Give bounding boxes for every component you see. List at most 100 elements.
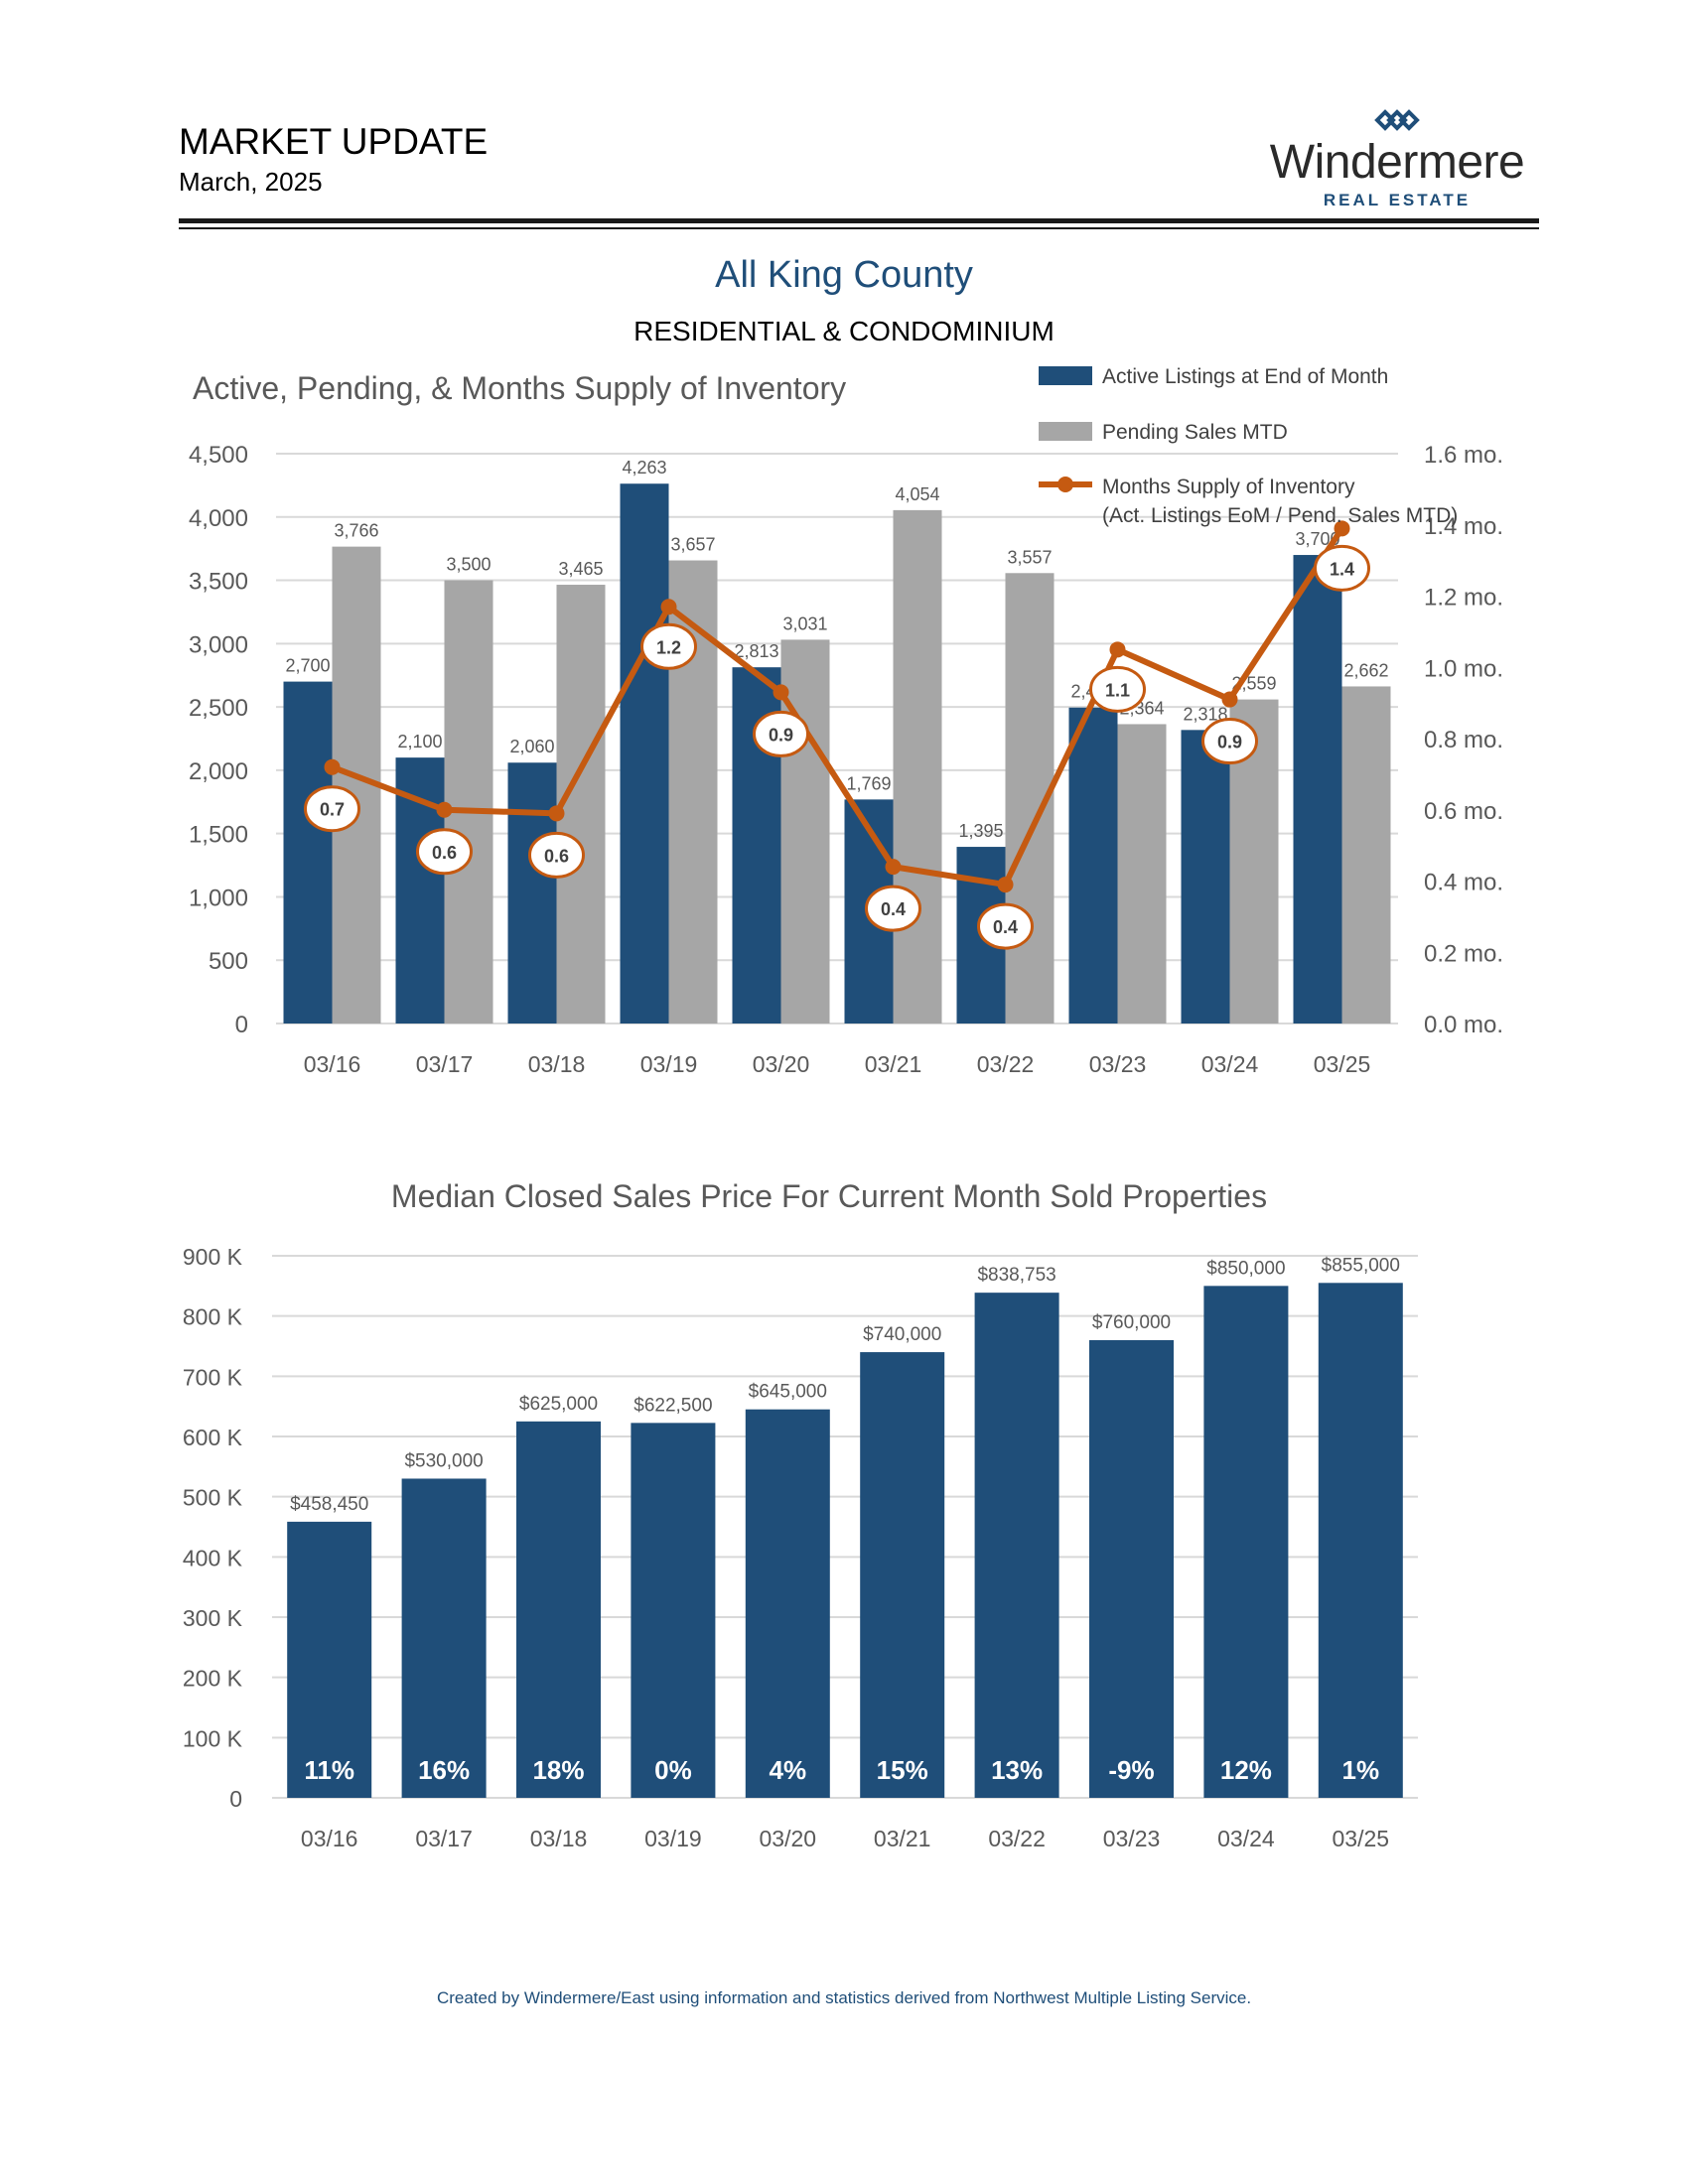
bar-active-listings (283, 681, 333, 1024)
x-tick-label: 03/16 (304, 1051, 361, 1077)
y-tick-label: 400 K (183, 1545, 243, 1570)
active-value-label: 2,813 (734, 641, 778, 661)
y-tick-label: 600 K (183, 1425, 243, 1450)
y2-tick-label: 1.0 mo. (1424, 655, 1503, 682)
y2-tick-label: 0.2 mo. (1424, 940, 1503, 967)
pending-value-label: 3,465 (558, 559, 603, 579)
y-tick-label: 3,000 (189, 631, 248, 658)
header-rule-thick (179, 218, 1539, 223)
legend-label-supply: Months Supply of Inventory (1102, 476, 1355, 498)
price-value-label: $838,753 (977, 1265, 1055, 1286)
x-tick-label: 03/17 (416, 1051, 474, 1077)
bar-median-price (631, 1423, 716, 1798)
y-tick-label: 500 (209, 948, 248, 975)
supply-value-label: 0.6 (544, 846, 569, 866)
y-tick-label: 4,000 (189, 505, 248, 532)
supply-point (1221, 691, 1238, 708)
y-tick-label: 300 K (183, 1605, 243, 1631)
price-value-label: $645,000 (749, 1382, 827, 1403)
y-tick-label: 0 (229, 1786, 242, 1812)
x-tick-label: 03/25 (1314, 1051, 1371, 1077)
legend-label-active: Active Listings at End of Month (1102, 365, 1388, 388)
bar-active-listings (620, 483, 669, 1024)
supply-label-bubble (416, 828, 473, 876)
x-tick-label: 03/24 (1201, 1051, 1259, 1077)
price-value-label: $530,000 (404, 1450, 483, 1471)
bar-active-listings (1293, 555, 1342, 1024)
x-tick-label: 03/19 (644, 1826, 702, 1851)
bar-pending-sales (780, 639, 830, 1024)
pending-value-label: 3,657 (670, 535, 715, 555)
price-value-label: $760,000 (1092, 1312, 1171, 1333)
supply-value-label: 0.4 (881, 899, 906, 919)
yoy-change-label: 13% (991, 1755, 1043, 1785)
yoy-change-label: 0% (654, 1755, 692, 1785)
yoy-change-label: 11% (304, 1755, 354, 1785)
region-title: All King County (715, 254, 973, 296)
x-tick-label: 03/22 (988, 1826, 1046, 1851)
inventory-chart: Active, Pending, & Months Supply of Inve… (189, 365, 1503, 1077)
y2-tick-label: 0.4 mo. (1424, 870, 1503, 896)
bar-median-price (974, 1293, 1059, 1798)
pending-value-label: 3,031 (782, 614, 827, 633)
x-tick-label: 03/22 (977, 1051, 1035, 1077)
bar-median-price (1089, 1339, 1174, 1798)
y-tick-label: 2,500 (189, 695, 248, 722)
supply-value-label: 0.6 (432, 843, 457, 863)
header-rule-thin (179, 227, 1539, 229)
y2-tick-label: 1.2 mo. (1424, 585, 1503, 612)
y-tick-label: 900 K (183, 1244, 243, 1270)
supply-point (436, 801, 453, 818)
median-price-chart: Median Closed Sales Price For Current Mo… (183, 1178, 1418, 1851)
legend-label-supply-formula: (Act. Listings EoM / Pend. Sales MTD) (1102, 504, 1458, 527)
y2-tick-label: 0.6 mo. (1424, 798, 1503, 825)
price-value-label: $855,000 (1322, 1255, 1400, 1276)
supply-value-label: 1.1 (1105, 680, 1130, 700)
x-tick-label: 03/17 (415, 1826, 473, 1851)
price-value-label: $458,450 (290, 1494, 368, 1515)
y-tick-label: 200 K (183, 1666, 243, 1692)
x-tick-label: 03/18 (530, 1826, 588, 1851)
y2-tick-label: 1.4 mo. (1424, 513, 1503, 540)
supply-point (773, 684, 789, 701)
bar-median-price (1203, 1286, 1289, 1798)
yoy-change-label: 18% (532, 1755, 584, 1785)
pending-value-label: 3,766 (334, 521, 378, 541)
x-tick-label: 03/16 (301, 1826, 358, 1851)
supply-point (885, 859, 902, 876)
supply-value-label: 0.4 (993, 917, 1018, 937)
bar-median-price (860, 1352, 945, 1798)
yoy-change-label: 4% (770, 1755, 807, 1785)
legend-swatch-pending (1039, 422, 1092, 441)
y-tick-label: 0 (235, 1012, 248, 1038)
price-value-label: $622,500 (633, 1395, 712, 1416)
line-months-supply (331, 526, 1345, 888)
footer-note: Created by Windermere/East using informa… (436, 1988, 1252, 2007)
logo-subtitle: REAL ESTATE (1323, 191, 1472, 209)
bar-active-listings (1181, 730, 1230, 1024)
y-tick-label: 3,500 (189, 569, 248, 596)
y-tick-label: 100 K (183, 1725, 243, 1751)
x-tick-label: 03/25 (1333, 1826, 1390, 1851)
active-value-label: 2,060 (509, 737, 554, 756)
supply-label-bubble (640, 622, 697, 670)
x-tick-label: 03/20 (760, 1826, 817, 1851)
supply-point (660, 599, 677, 615)
supply-value-label: 0.9 (769, 725, 793, 745)
supply-value-label: 0.7 (320, 800, 345, 820)
y-tick-label: 700 K (183, 1364, 243, 1390)
pending-value-label: 3,500 (446, 555, 491, 575)
x-tick-label: 03/24 (1217, 1826, 1275, 1851)
x-tick-label: 03/21 (865, 1051, 922, 1077)
chart-title: Median Closed Sales Price For Current Mo… (391, 1178, 1267, 1214)
supply-point (324, 758, 341, 775)
active-value-label: 2,700 (285, 656, 330, 676)
windermere-diamond-icon (1374, 109, 1420, 131)
supply-label-bubble (865, 885, 921, 932)
bar-pending-sales (1117, 724, 1167, 1024)
legend-swatch-active (1039, 366, 1092, 385)
supply-label-bubble (753, 710, 809, 757)
bar-median-price (401, 1478, 487, 1798)
supply-label-bubble (1089, 665, 1146, 713)
supply-label-bubble (304, 785, 360, 833)
